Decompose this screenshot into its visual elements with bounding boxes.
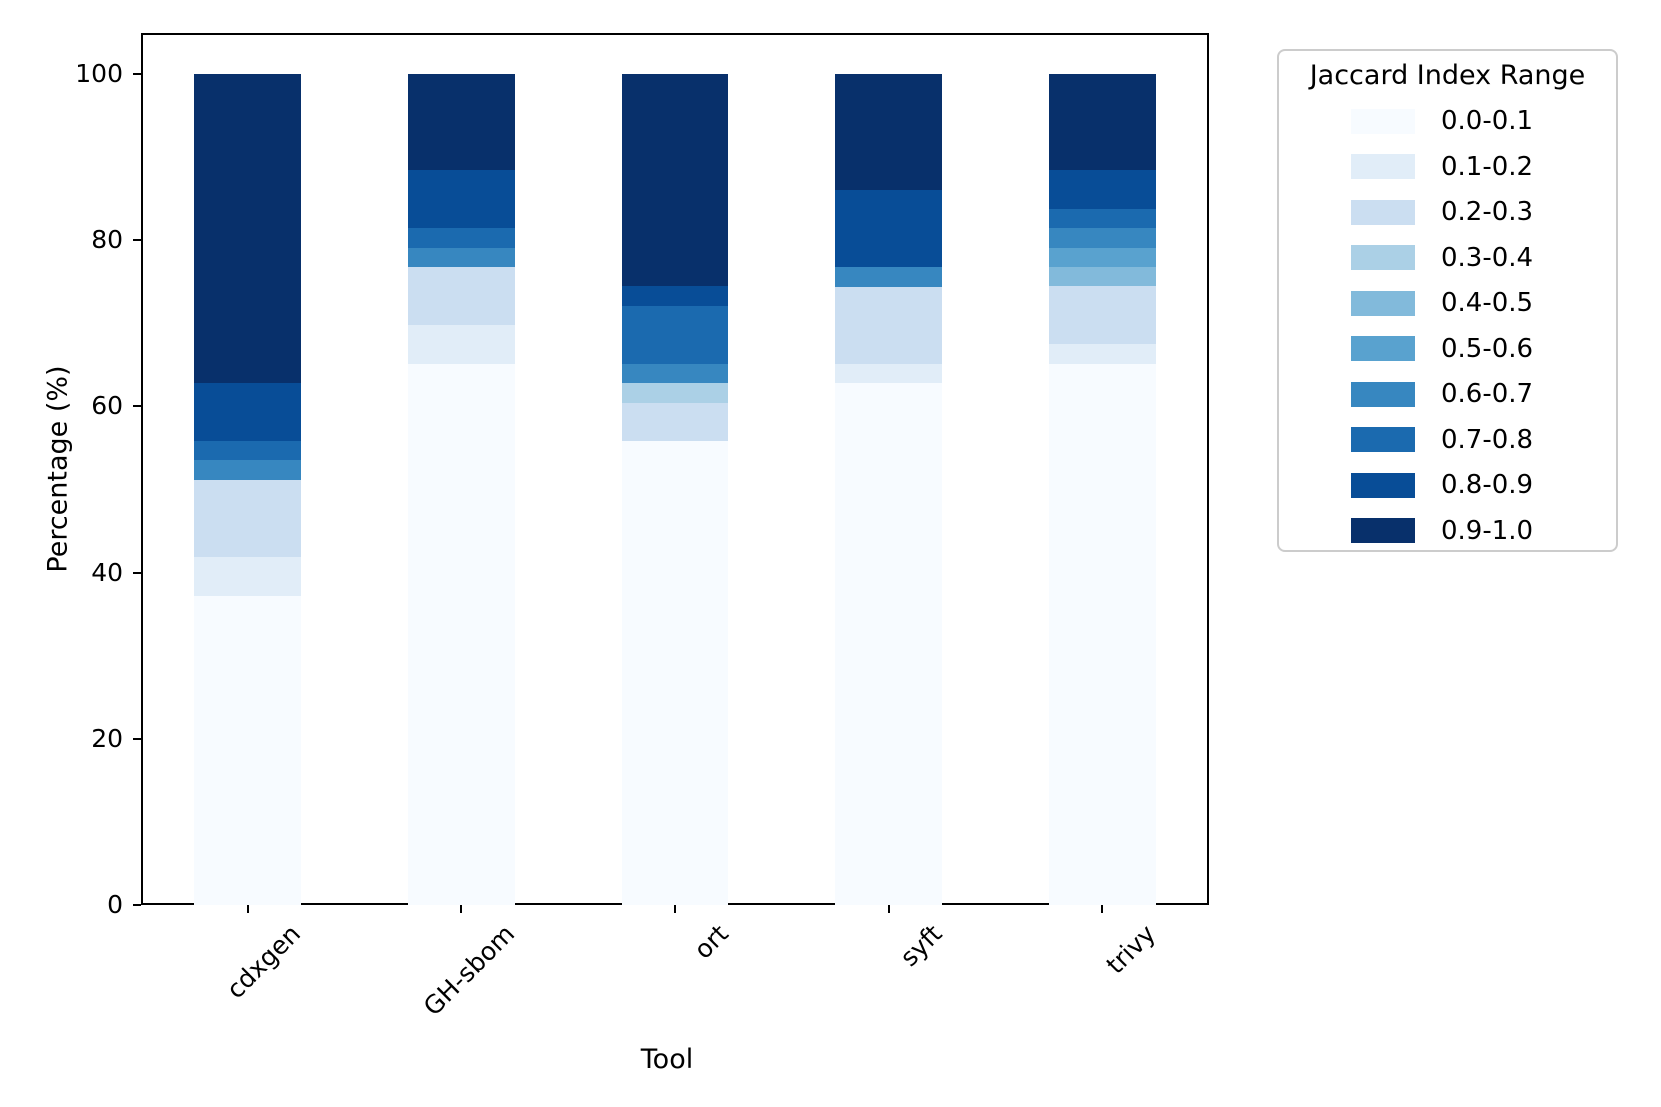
x-tick-mark [460,905,463,913]
legend-item-label: 0.2-0.3 [1441,197,1534,227]
legend-item-label: 0.8-0.9 [1441,470,1534,500]
bar-segment [1048,73,1156,171]
y-tick-mark [133,737,141,740]
legend-item: 0.9-1.0 [1351,518,1533,544]
legend-title: Jaccard Index Range [1309,60,1586,91]
bar-segment [621,363,729,384]
legend-item-label: 0.0-0.1 [1441,106,1534,136]
y-tick-mark [133,405,141,408]
bar-segment [194,479,302,558]
bar-segment [1048,363,1156,905]
y-tick-mark [133,73,141,75]
legend-item-label: 0.6-0.7 [1441,379,1534,409]
legend-item: 0.2-0.3 [1351,199,1533,225]
bar-segment [408,363,515,905]
legend-item: 0.8-0.9 [1351,472,1533,498]
bar-segment [1048,209,1156,229]
legend: Jaccard Index Range 0.0-0.1 0.1-0.2 0.2-0.… [1277,49,1618,552]
x-category-label: ort [687,919,734,965]
bar-segment [1048,170,1156,210]
y-tick-label: 80 [91,225,123,255]
x-category-label: GH-sbom [417,919,520,1022]
bar-segment [408,247,515,268]
y-tick-mark [133,239,141,242]
bar-segment [621,73,729,287]
x-tick-mark [246,905,249,913]
y-tick-mark [133,904,141,906]
bar-segment [194,557,302,596]
bar-segment [408,73,515,171]
legend-item-label: 0.1-0.2 [1441,151,1534,182]
legend-item: 0.1-0.2 [1351,154,1533,180]
bar-segment [835,74,942,190]
bar-segment [835,383,942,905]
legend-item: 0.4-0.5 [1351,290,1533,316]
y-tick-label: 0 [107,890,123,919]
x-category-label: syft [894,919,948,973]
bar-segment [194,441,302,461]
y-tick-mark [133,571,141,574]
legend-swatch [1351,154,1415,179]
legend-item-label: 0.4-0.5 [1441,288,1534,318]
legend-item: 0.3-0.4 [1351,245,1533,271]
x-category-label: trivy [1100,919,1161,980]
bar-segment [408,170,515,229]
x-category-label: cdxgen [221,919,307,1005]
legend-item: 0.7-0.8 [1351,427,1533,453]
legend-item-label: 0.3-0.4 [1441,242,1534,273]
bar-segment [408,325,515,364]
legend-item: 0.6-0.7 [1351,381,1533,407]
x-axis-label: Tool [640,1044,694,1075]
x-tick-mark [887,905,890,913]
bar-segment [621,383,729,403]
x-tick-mark [1101,905,1104,913]
bar-segment [1048,344,1156,364]
bar-segment [408,228,515,248]
bar-segment [408,267,515,326]
y-tick-label: 100 [75,59,123,88]
legend-swatch [1351,427,1415,452]
legend-swatch [1351,290,1415,316]
y-tick-label: 60 [91,391,123,421]
bar-segment [835,267,942,287]
bar-segment [621,441,729,905]
bar-segment [835,363,942,384]
bar-segment [621,286,729,306]
legend-swatch [1351,518,1415,543]
bar-segment [621,305,729,364]
bar-segment [1048,286,1156,345]
legend-item-label: 0.9-1.0 [1441,515,1534,546]
legend-swatch [1351,381,1415,407]
bar-segment [1048,247,1156,268]
bar-segment [1048,267,1156,287]
bar-segment [194,595,302,905]
legend-swatch [1351,245,1415,270]
y-tick-label: 40 [91,557,123,587]
legend-swatch [1351,336,1415,361]
bar-segment [1048,228,1156,248]
bar-segment [194,383,302,442]
legend-item: 0.5-0.6 [1351,336,1533,362]
bar-segment [835,286,942,364]
y-tick-label: 20 [91,723,123,753]
bar-segment [194,73,302,384]
bar-segment [194,460,302,480]
legend-swatch [1351,472,1415,498]
legend-item: 0.0-0.1 [1351,108,1533,134]
legend-item-label: 0.5-0.6 [1441,333,1534,364]
bar-segment [621,402,729,442]
legend-swatch [1351,108,1415,134]
x-tick-mark [674,905,676,913]
legend-item-label: 0.7-0.8 [1441,424,1534,455]
legend-swatch [1351,199,1415,225]
bar-segment [835,189,942,268]
